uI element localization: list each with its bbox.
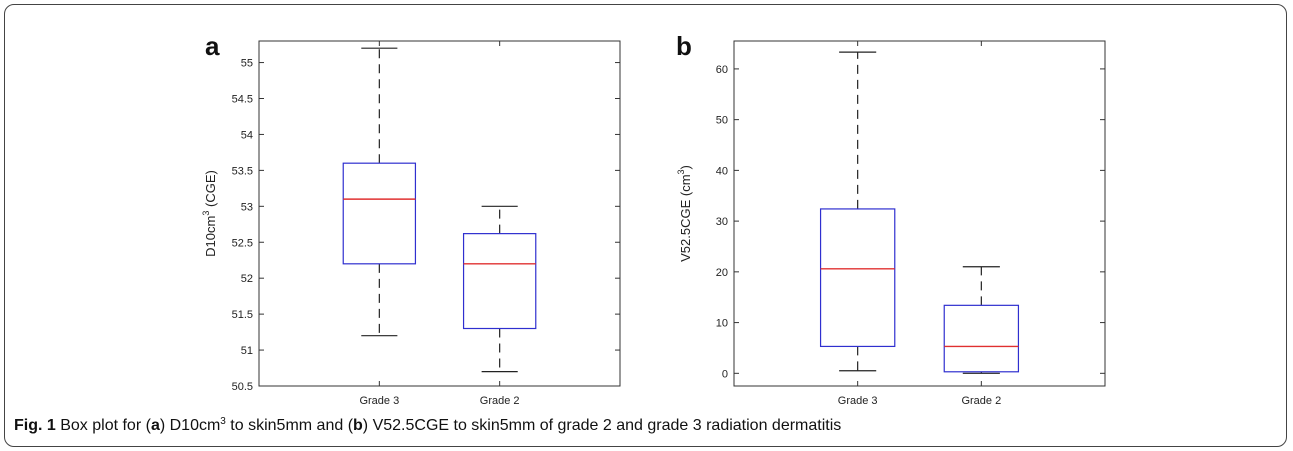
y-axis-label-superscript: 3 (201, 211, 211, 216)
y-tick-label: 10 (716, 318, 728, 330)
caption-superscript: 3 (220, 416, 226, 427)
y-tick-label: 20 (716, 267, 728, 279)
box-grade-3 (819, 51, 896, 372)
y-axis-label: V52.5CGE (cm3) (676, 165, 693, 262)
y-tick-label: 54.5 (232, 94, 253, 106)
caption-text-4: ) V52.5CGE to skin5mm of grade 2 and gra… (362, 417, 842, 434)
y-axis-label-part: V52.5CGE (cm (678, 174, 693, 261)
panel-b: b 0 10 20 30 40 50 60 V52.5CGE (cm3) Grade 3 Grade… (676, 31, 1106, 407)
x-tick-label: Grade 3 (359, 395, 399, 407)
y-tick-label: 40 (716, 165, 728, 177)
caption-text-1: Box plot for ( (55, 417, 151, 434)
x-tick-label: Grade 3 (838, 395, 878, 407)
y-tick-label: 54 (241, 129, 253, 141)
iqr-box (819, 208, 896, 348)
y-tick-label: 50 (716, 115, 728, 127)
caption-fig-label: Fig. 1 (14, 417, 56, 434)
x-tick-label: Grade 2 (961, 395, 1001, 407)
panel-label: a (205, 31, 220, 61)
figure-caption: Fig. 1 Box plot for (a) D10cm3 to skin5m… (14, 417, 841, 435)
y-tick-label: 52.5 (232, 237, 253, 249)
y-tick-label: 30 (716, 216, 728, 228)
box-grade-2 (943, 266, 1020, 374)
y-tick-label: 60 (716, 64, 728, 76)
iqr-box (943, 304, 1020, 373)
caption-ref-a: a (150, 417, 160, 434)
axes-frame (258, 40, 621, 387)
figure-frame (4, 4, 1287, 447)
y-tick-label: 50.5 (232, 381, 253, 393)
y-tick-label: 55 (241, 58, 253, 70)
box-grade-3 (342, 47, 417, 337)
caption-text-2: ) D10cm (159, 417, 221, 434)
iqr-box (462, 233, 537, 330)
iqr-box (342, 162, 417, 265)
panel-label: b (676, 31, 692, 61)
y-tick-label: 53.5 (232, 165, 253, 177)
y-axis-label: D10cm3 (CGE) (201, 170, 218, 257)
y-tick-label: 51.5 (232, 309, 253, 321)
y-tick-label: 52 (241, 273, 253, 285)
x-tick-label: Grade 2 (480, 395, 520, 407)
y-tick-label: 53 (241, 201, 253, 213)
caption-ref-b: b (353, 417, 363, 434)
panel-a: a 50.5 51 51.5 52 52.5 53 53.5 54 54.5 55 D10cm3 (C… (201, 31, 621, 407)
y-axis-label-part: ) (678, 165, 693, 169)
y-axis-label-part: D10cm (203, 216, 218, 257)
y-axis-label-part: (CGE) (203, 170, 218, 210)
caption-text-3: to skin5mm and ( (225, 417, 354, 434)
axes-frame (733, 40, 1106, 387)
y-tick-label: 51 (241, 345, 253, 357)
box-grade-2 (462, 205, 537, 373)
y-tick-label: 0 (722, 368, 728, 380)
y-axis-label-superscript: 3 (676, 169, 686, 174)
